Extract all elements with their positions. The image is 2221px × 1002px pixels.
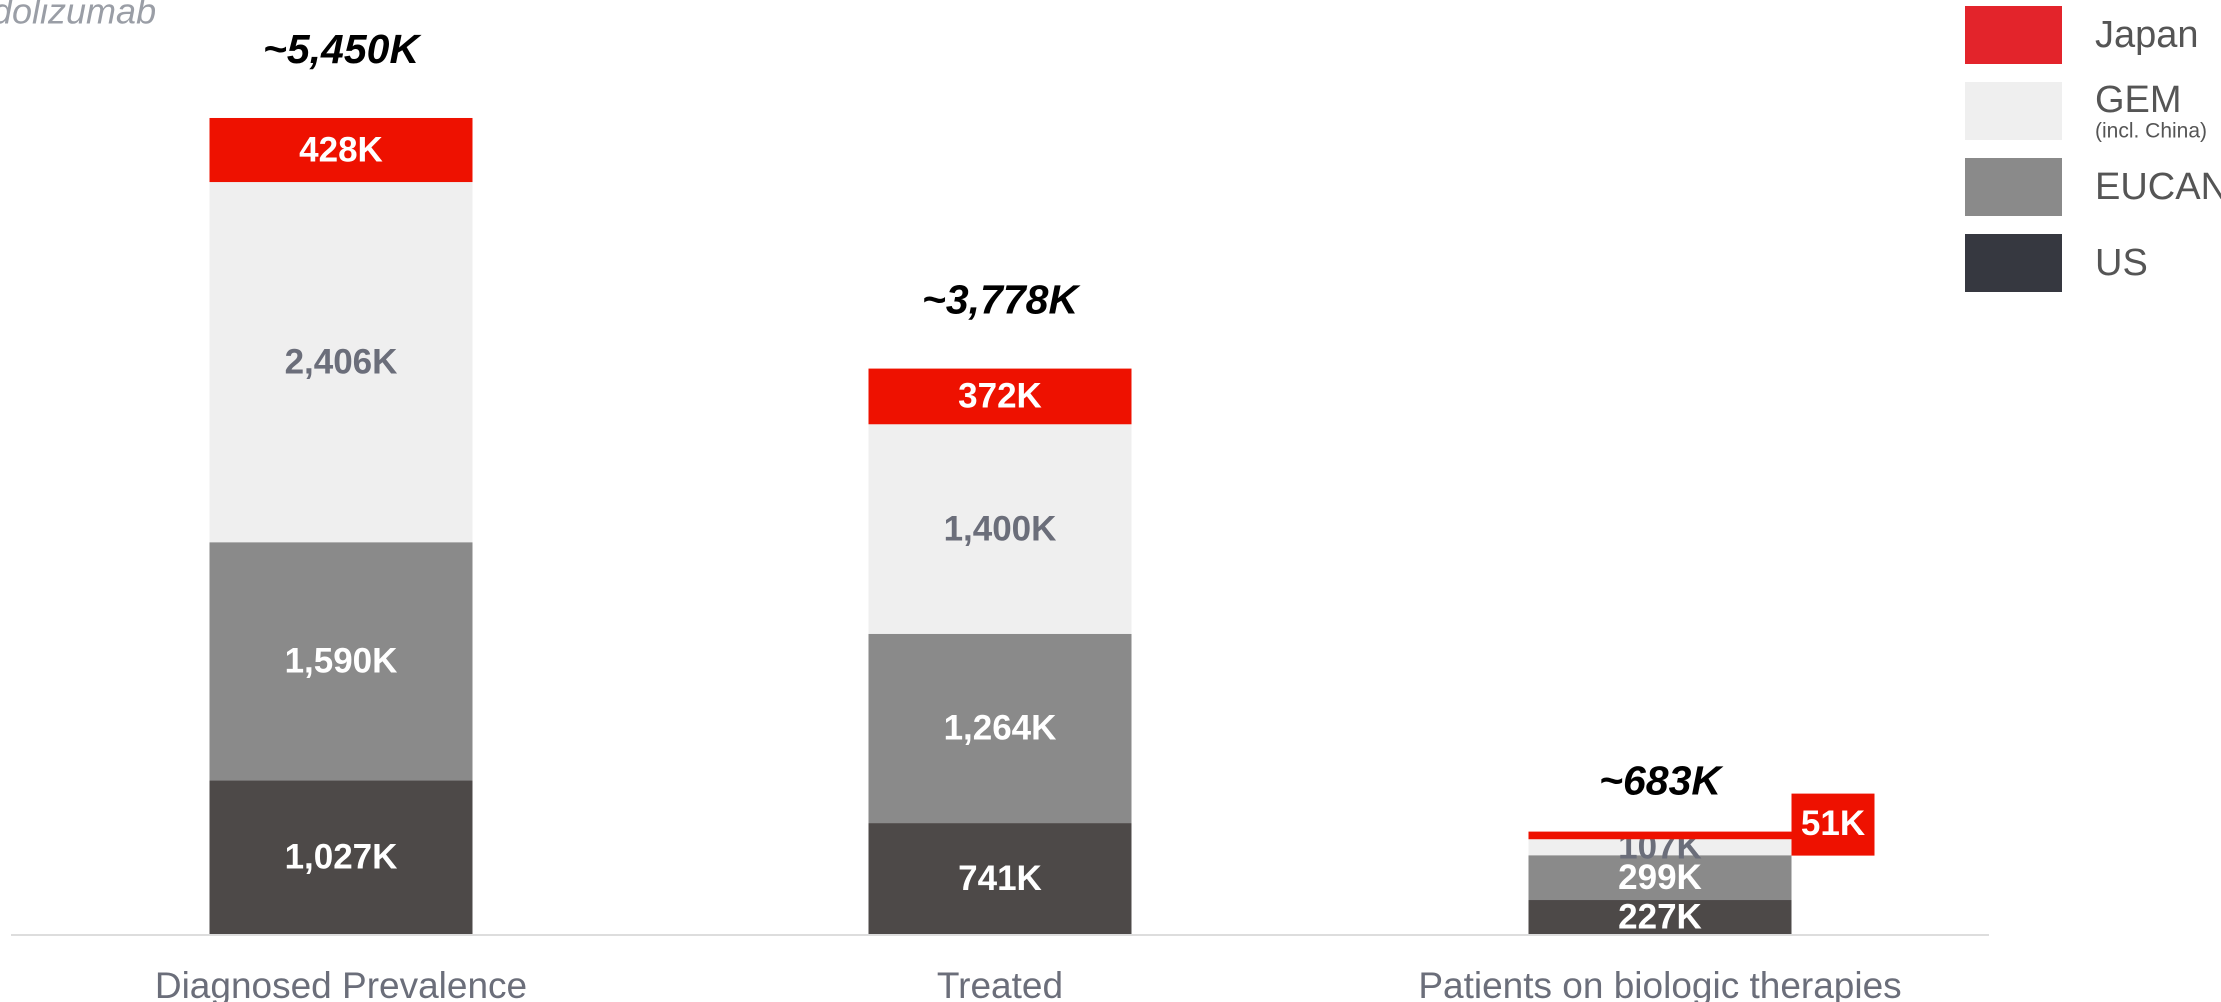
category-label: Treated (937, 965, 1063, 1002)
bar-segment (1528, 839, 1792, 856)
subtitle: dolizumab (0, 0, 156, 32)
legend-note: (incl. China) (2095, 120, 2207, 143)
bar-segment (209, 117, 473, 183)
legend-label: EUCAN (2095, 166, 2221, 208)
bar-segment (868, 823, 1132, 934)
bar-segment (1528, 900, 1792, 934)
legend-label: GEM (2095, 79, 2182, 121)
legend-label: US (2095, 242, 2148, 284)
value-label: 1,027K (285, 837, 398, 876)
value-label: 299K (1618, 858, 1702, 897)
legend-swatch (1965, 158, 2062, 216)
category-label: Diagnosed Prevalence (155, 965, 527, 1002)
value-label: 1,264K (944, 709, 1057, 748)
legend-swatch (1965, 234, 2062, 292)
value-label: 372K (958, 377, 1042, 416)
legend-label: Japan (2095, 14, 2199, 56)
legend-swatch (1965, 6, 2062, 64)
total-label: ~3,778K (922, 276, 1082, 322)
total-label: ~5,450K (263, 26, 423, 72)
value-label: 1,400K (944, 509, 1057, 548)
value-label: 428K (299, 130, 383, 169)
bar-segment (868, 633, 1132, 824)
value-label: 2,406K (285, 342, 398, 381)
total-label: ~683K (1599, 757, 1724, 803)
bar-segment (209, 182, 473, 543)
legend-swatch (1965, 82, 2062, 140)
bar-segment (209, 542, 473, 781)
bar-segment (1528, 855, 1792, 901)
value-label: 51K (1801, 804, 1865, 843)
bar-segment (1528, 831, 1792, 840)
value-label: 741K (958, 859, 1042, 898)
value-label: 1,590K (285, 641, 398, 680)
bar-segment (868, 424, 1132, 634)
category-label: Patients on biologic therapies (1418, 965, 1901, 1002)
bar-segment (209, 780, 473, 934)
value-label: 227K (1618, 897, 1702, 936)
label-box (1791, 793, 1875, 856)
bar-segment (868, 368, 1132, 425)
